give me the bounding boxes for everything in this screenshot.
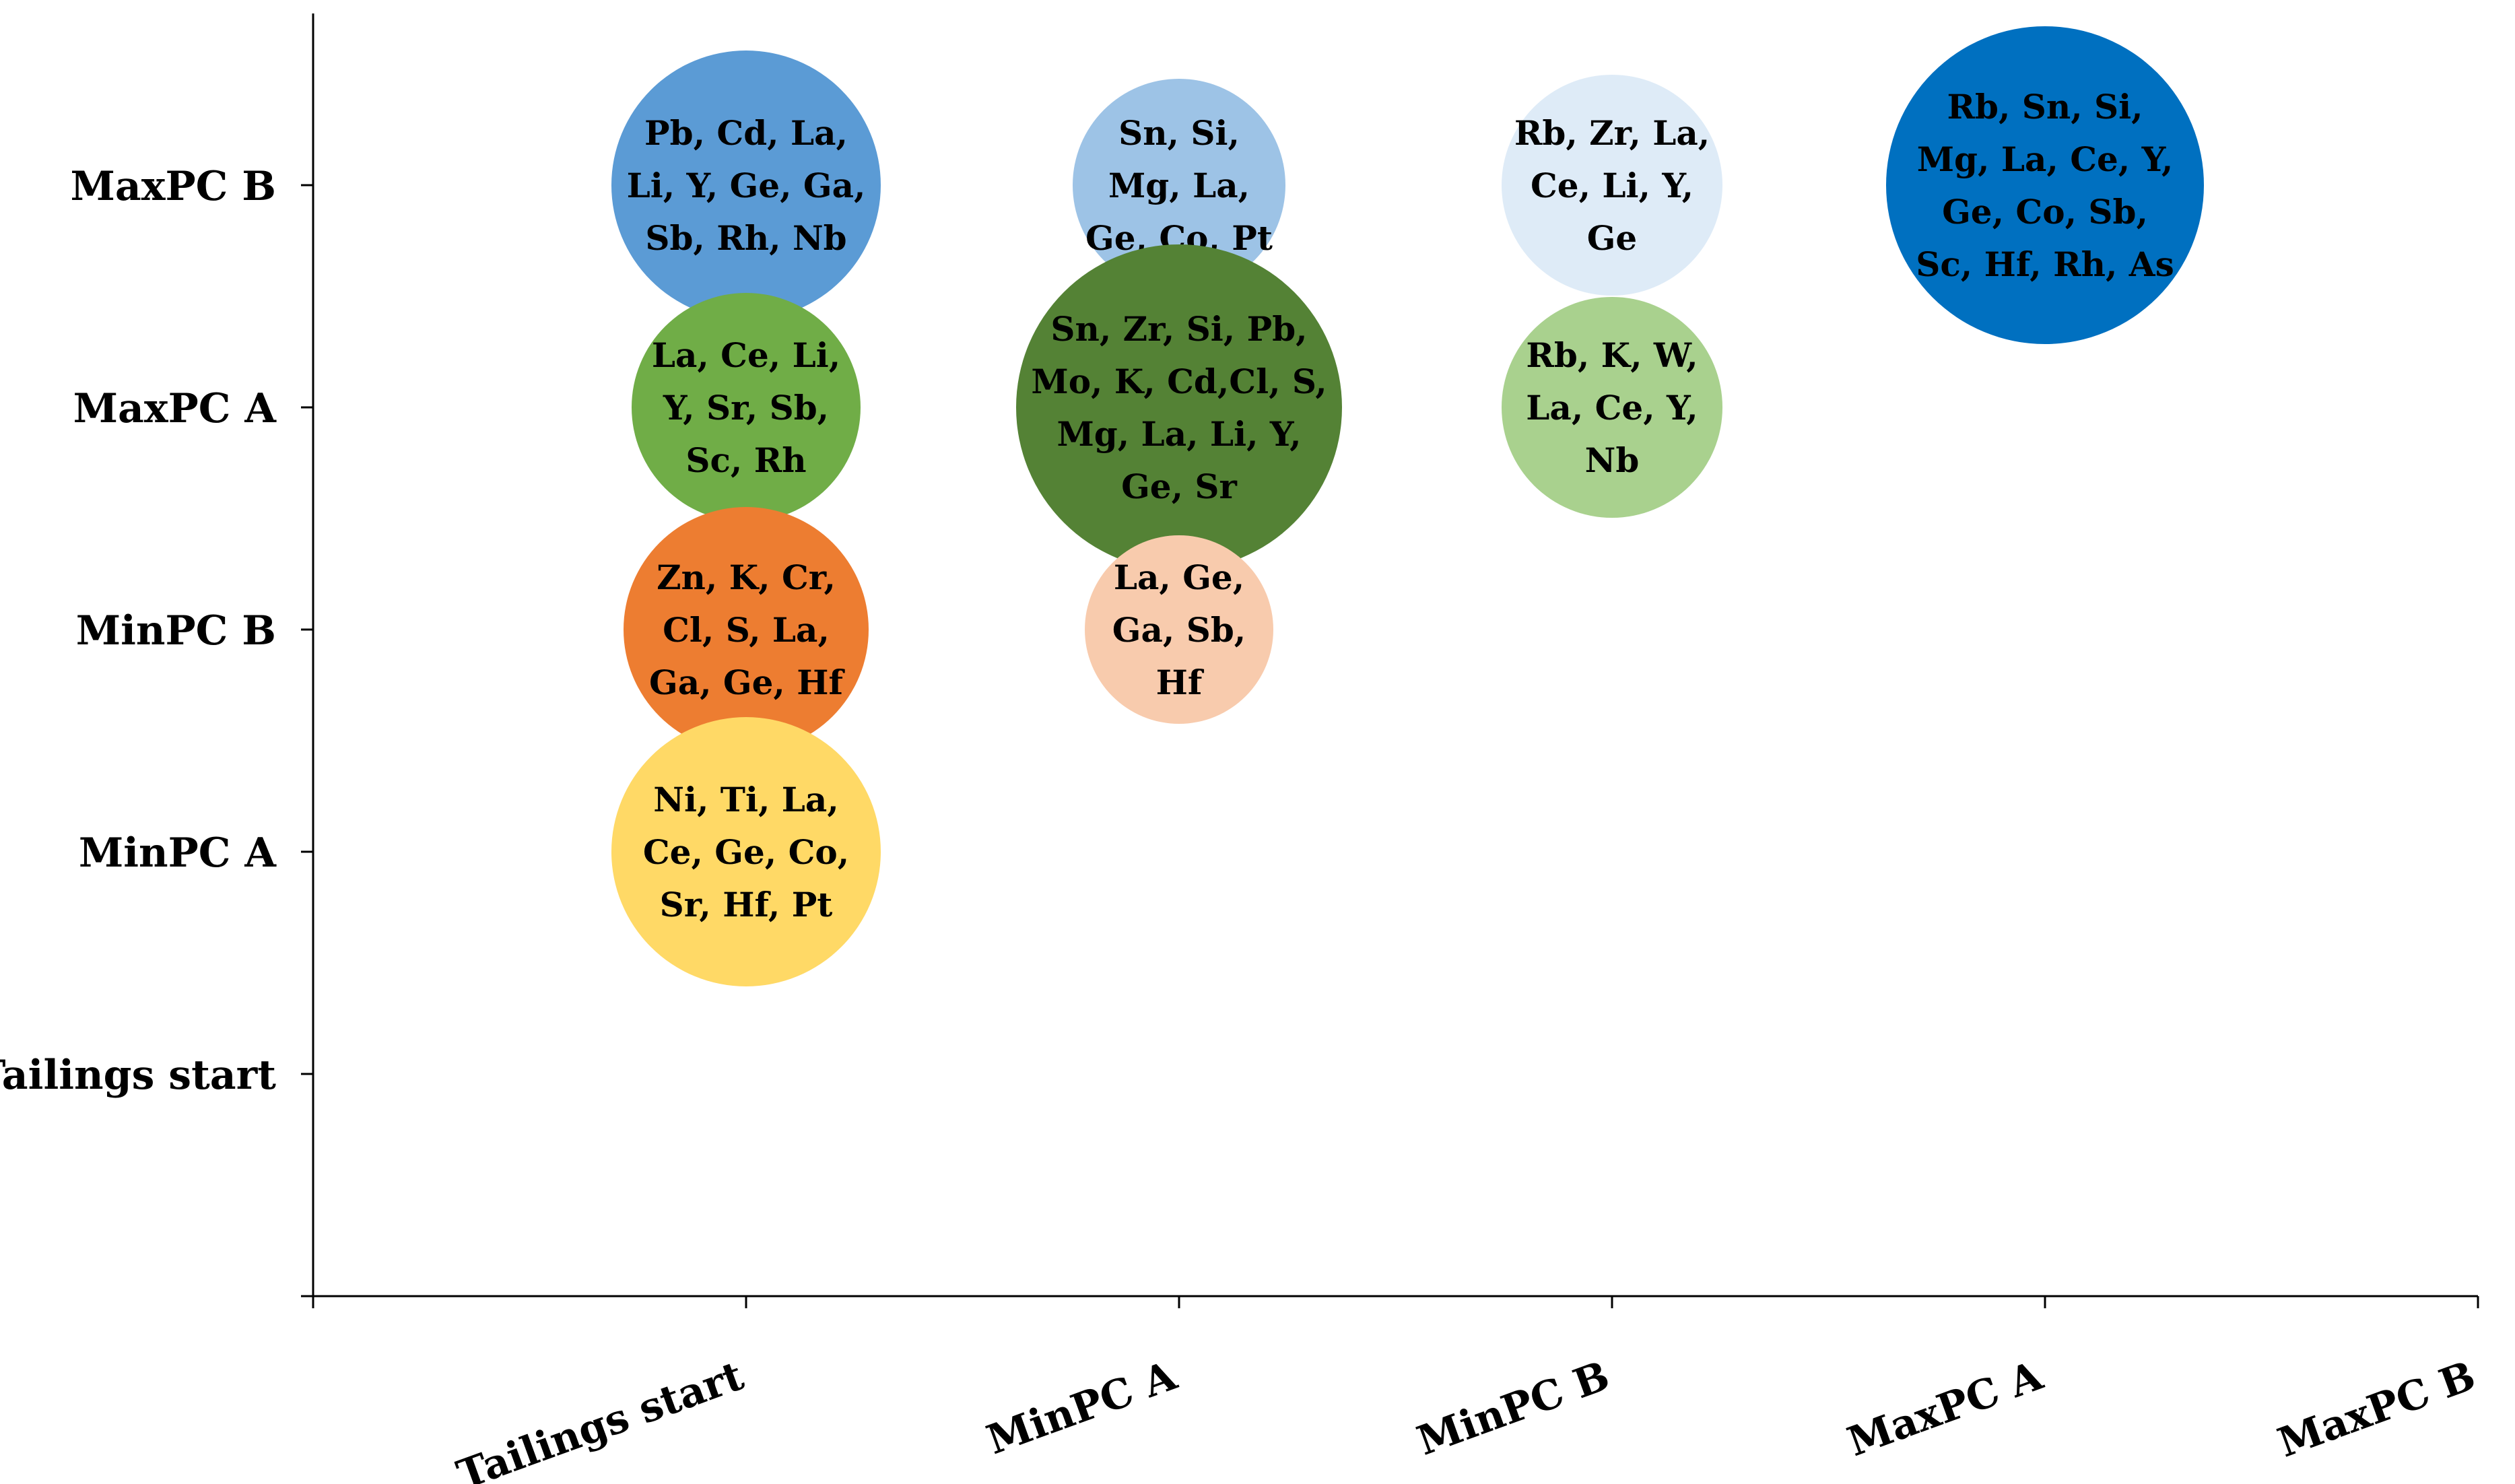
- bubble-tailings-start-minpc-a-circle: [611, 717, 881, 986]
- bubble-minpc-a-maxpc-b-label: Sn, Si,: [1118, 113, 1240, 153]
- bubble-minpc-b-maxpc-a-label: Rb, K, W,: [1526, 335, 1698, 375]
- bubble-tailings-start-maxpc-a: La, Ce, Li, Y, Sr, Sb, Sc, Rh: [632, 293, 861, 522]
- bubble-tailings-start-maxpc-b-circle: [611, 50, 881, 320]
- bubble-minpc-b-maxpc-b-circle: [1502, 75, 1722, 296]
- bubble-tailings-start-minpc-b-label: Cl, S, La,: [663, 610, 830, 650]
- bubble-tailings-start-minpc-b: Zn, K, Cr, Cl, S, La, Ga, Ge, Hf: [624, 507, 869, 752]
- bubble-minpc-b-maxpc-a-label: Nb: [1585, 440, 1640, 480]
- bubble-maxpc-a-maxpc-b-label: Mg, La, Ce, Y,: [1917, 139, 2174, 179]
- bubble-tailings-start-maxpc-a-label: Sc, Rh: [685, 440, 806, 480]
- bubble-minpc-a-minpc-b: La, Ge, Ga, Sb, Hf: [1085, 535, 1273, 724]
- y-tick-label-minpc-b: MinPC B: [76, 607, 276, 654]
- bubble-minpc-b-maxpc-b-label: Ce, Li, Y,: [1531, 166, 1694, 205]
- bubble-tailings-start-maxpc-a-circle: [632, 293, 861, 522]
- bubble-maxpc-a-maxpc-b-label: Ge, Co, Sb,: [1942, 192, 2148, 232]
- bubble-minpc-b-maxpc-b: Rb, Zr, La, Ce, Li, Y, Ge: [1502, 75, 1722, 296]
- bubble-tailings-start-maxpc-b-label: Pb, Cd, La,: [644, 113, 848, 153]
- bubble-minpc-a-minpc-b-label: Ga, Sb,: [1112, 610, 1246, 650]
- y-tick-label-minpc-a: MinPC A: [79, 830, 277, 877]
- bubble-minpc-b-maxpc-b-label: Rb, Zr, La,: [1514, 113, 1710, 153]
- bubble-maxpc-a-maxpc-b: Rb, Sn, Si, Mg, La, Ce, Y, Ge, Co, Sb, Sc, …: [1886, 26, 2204, 344]
- bubble-tailings-start-minpc-b-label: Ga, Ge, Hf: [649, 663, 845, 702]
- y-tick-labels: Tailings start MinPC A MinPC B MaxPC A MaxPC…: [0, 163, 277, 1099]
- bubble-tailings-start-maxpc-b-label: Sb, Rh, Nb: [645, 218, 846, 258]
- bubble-minpc-a-maxpc-a-label: Mo, K, Cd,Cl, S,: [1031, 362, 1327, 401]
- bubble-minpc-a-minpc-b-label: Hf: [1156, 663, 1205, 702]
- y-tick-label-maxpc-a: MaxPC A: [73, 385, 277, 432]
- y-tick-label-tailings-start: Tailings start: [0, 1052, 276, 1099]
- bubble-minpc-a-maxpc-b-label: Mg, La,: [1108, 166, 1250, 205]
- bubble-minpc-a-maxpc-a-label: Ge, Sr: [1121, 467, 1237, 506]
- bubble-maxpc-a-maxpc-b-label: Sc, Hf, Rh, As: [1916, 244, 2174, 284]
- x-tick-label-tailings-start: Tailings start: [451, 1352, 749, 1484]
- y-tick-label-maxpc-b: MaxPC B: [70, 163, 276, 210]
- axes: [301, 13, 2479, 1308]
- bubble-minpc-a-minpc-b-label: La, Ge,: [1114, 558, 1244, 597]
- x-tick-label-maxpc-a: MaxPC A: [1842, 1352, 2050, 1466]
- bubbles: Pb, Cd, La, Li, Y, Ge, Ga, Sb, Rh, Nb La, C…: [611, 26, 2204, 986]
- bubble-tailings-start-minpc-a-label: Ni, Ti, La,: [653, 780, 839, 819]
- x-tick-labels: Tailings start MinPC A MinPC B MaxPC A MaxPC…: [451, 1352, 2481, 1484]
- bubble-maxpc-a-maxpc-b-label: Rb, Sn, Si,: [1947, 87, 2143, 127]
- bubble-tailings-start-maxpc-a-label: La, Ce, Li,: [652, 335, 840, 375]
- bubble-minpc-b-maxpc-a-label: La, Ce, Y,: [1526, 388, 1698, 428]
- bubble-minpc-a-minpc-b-circle: [1085, 535, 1273, 724]
- bubble-minpc-b-maxpc-a: Rb, K, W, La, Ce, Y, Nb: [1502, 297, 1722, 518]
- bubble-minpc-b-maxpc-b-label: Ge: [1587, 218, 1638, 258]
- bubble-tailings-start-minpc-a-label: Sr, Hf, Pt: [660, 885, 833, 924]
- bubble-minpc-b-maxpc-a-circle: [1502, 297, 1722, 518]
- bubble-tailings-start-maxpc-b: Pb, Cd, La, Li, Y, Ge, Ga, Sb, Rh, Nb: [611, 50, 881, 320]
- x-tick-label-minpc-a: MinPC A: [981, 1352, 1184, 1464]
- bubble-minpc-a-maxpc-a-circle: [1016, 244, 1342, 570]
- bubble-tailings-start-minpc-a: Ni, Ti, La, Ce, Ge, Co, Sr, Hf, Pt: [611, 717, 881, 986]
- x-tick-label-minpc-b: MinPC B: [1411, 1352, 1615, 1464]
- bubble-tailings-start-minpc-b-circle: [624, 507, 869, 752]
- bubble-tailings-start-minpc-a-label: Ce, Ge, Co,: [643, 832, 849, 872]
- bubble-minpc-a-maxpc-a: Sn, Zr, Si, Pb, Mo, K, Cd,Cl, S, Mg, La, L…: [1016, 244, 1342, 570]
- x-tick-label-maxpc-b: MaxPC B: [2272, 1352, 2481, 1466]
- bubble-minpc-a-maxpc-b-circle: [1073, 79, 1285, 292]
- bubble-tailings-start-maxpc-a-label: Y, Sr, Sb,: [663, 388, 829, 428]
- bubble-tailings-start-minpc-b-label: Zn, K, Cr,: [657, 558, 836, 597]
- bubble-minpc-a-maxpc-a-label: Sn, Zr, Si, Pb,: [1050, 309, 1307, 349]
- bubble-maxpc-a-maxpc-b-circle: [1886, 26, 2204, 344]
- bubble-minpc-a-maxpc-a-label: Mg, La, Li, Y,: [1057, 414, 1301, 454]
- bubble-tailings-start-maxpc-b-label: Li, Y, Ge, Ga,: [627, 166, 866, 205]
